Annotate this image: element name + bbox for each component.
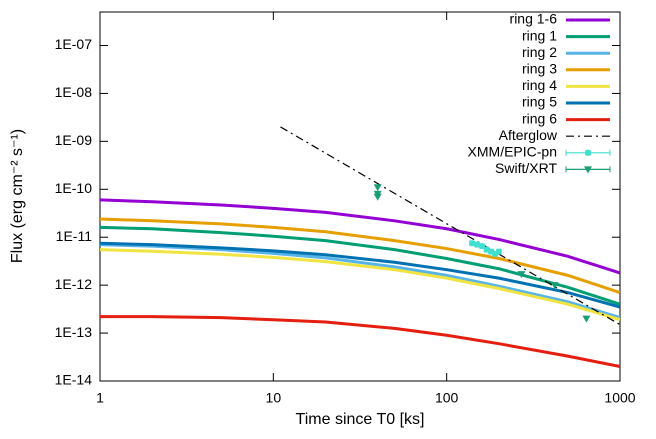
- legend-label: ring 5: [522, 94, 557, 110]
- plot-frame: [99, 11, 621, 382]
- point: [478, 242, 486, 250]
- point: [487, 248, 495, 255]
- legend-label: Swift/XRT: [495, 160, 557, 176]
- y-axis-label: Flux (erg cm⁻² s⁻¹): [9, 129, 26, 263]
- legend-label: ring 2: [522, 44, 557, 60]
- series-line: [100, 243, 620, 320]
- x-tick-label: 1000: [604, 390, 635, 406]
- x-axis-label: Time since T0 [ks]: [296, 411, 425, 428]
- legend-label: ring 3: [522, 61, 557, 77]
- y-tick-label: 1E-12: [55, 276, 93, 292]
- y-tick-label: 1E-13: [55, 324, 93, 340]
- series-line: [100, 241, 620, 309]
- series-line: [100, 198, 620, 275]
- point: [550, 282, 559, 290]
- series-line: [280, 126, 620, 326]
- point: [491, 250, 499, 258]
- legend-marker: [584, 166, 592, 174]
- legend-label: XMM/EPIC-pn: [468, 144, 557, 160]
- series-line: [100, 225, 620, 306]
- legend-label: ring 4: [522, 77, 557, 93]
- x-tick-label: 1: [96, 390, 104, 406]
- legend-label: ring 6: [522, 110, 557, 126]
- legend-label: Afterglow: [499, 127, 558, 143]
- legend-label: ring 1: [522, 27, 557, 43]
- point: [473, 241, 481, 248]
- x-tick-label: 10: [266, 390, 282, 406]
- point: [373, 184, 382, 192]
- y-tick-label: 1E-08: [55, 84, 93, 100]
- point: [373, 193, 382, 201]
- point: [495, 248, 503, 255]
- point: [582, 315, 591, 323]
- y-tick-label: 1E-09: [55, 132, 93, 148]
- series-line: [100, 217, 620, 294]
- series-line: [100, 315, 620, 369]
- y-tick-label: 1E-07: [55, 36, 93, 52]
- x-tick-label: 100: [435, 390, 459, 406]
- point: [517, 271, 526, 279]
- y-tick-label: 1E-10: [55, 180, 93, 196]
- legend-marker: [584, 149, 592, 157]
- point: [483, 246, 490, 253]
- series-line: [100, 248, 620, 322]
- y-tick-label: 1E-14: [55, 372, 93, 388]
- legend-label: ring 1-6: [510, 11, 558, 27]
- y-tick-label: 1E-11: [56, 228, 93, 244]
- point: [468, 239, 476, 247]
